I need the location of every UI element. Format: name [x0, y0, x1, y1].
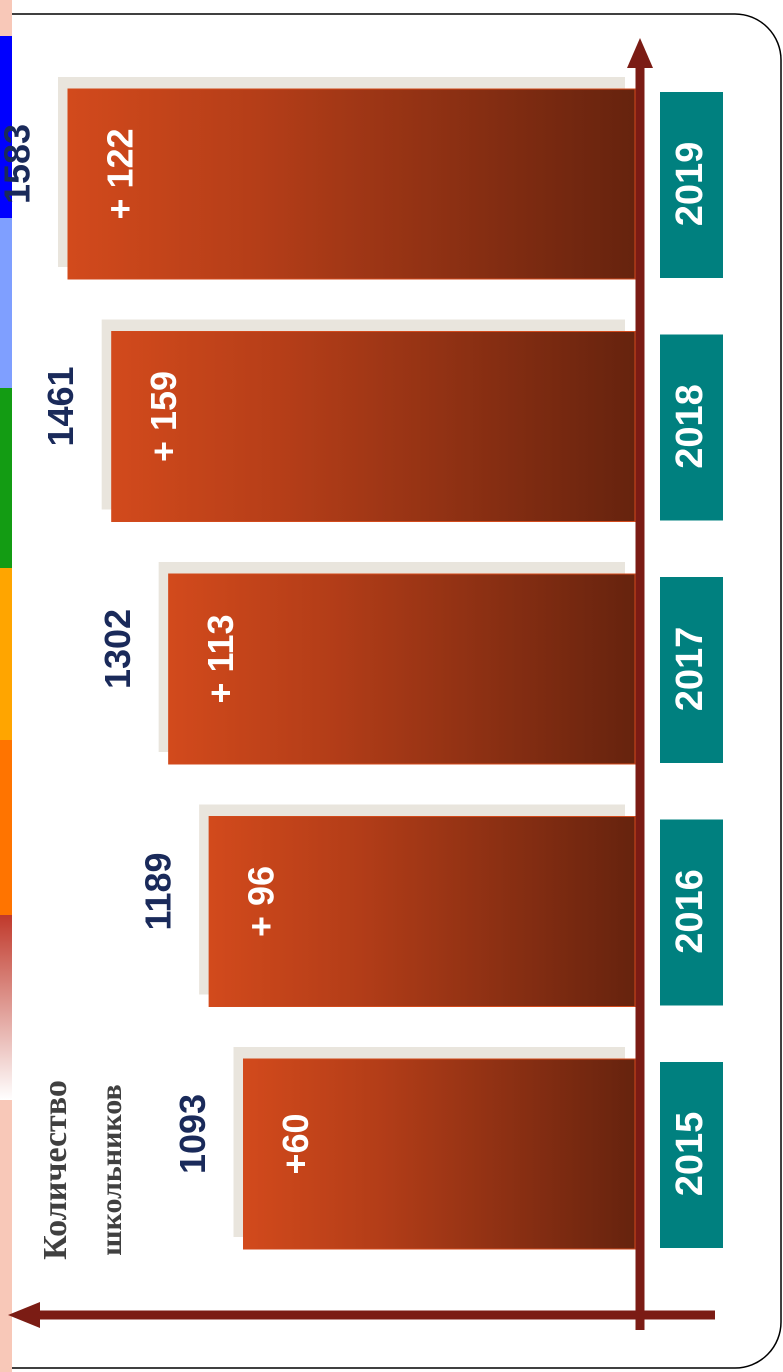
side-strip	[0, 0, 12, 1372]
value-label: 1461	[40, 366, 81, 446]
bar	[208, 816, 636, 1007]
annotation: +60	[275, 1113, 316, 1174]
category-label: 2015	[669, 1112, 711, 1197]
bar	[111, 331, 636, 522]
value-label: 1093	[172, 1094, 213, 1174]
value-label: 1189	[138, 852, 179, 930]
annotation: + 113	[200, 614, 241, 703]
axes	[8, 38, 715, 1330]
category-box	[660, 577, 723, 763]
value-label: 1302	[97, 609, 138, 689]
frame	[12, 13, 782, 1369]
category-label: 2016	[669, 869, 711, 954]
annotation: + 159	[143, 371, 184, 462]
bar	[168, 573, 636, 765]
title-line: Количество	[37, 1080, 74, 1260]
annotation: + 122	[100, 128, 141, 219]
category-label: 2018	[669, 384, 711, 469]
annotation: + 96	[241, 866, 282, 937]
category-label: 2017	[669, 627, 711, 712]
value-label: 1583	[0, 124, 38, 204]
bar	[67, 88, 636, 280]
category-box	[660, 334, 723, 521]
category-box	[660, 819, 723, 1006]
title-line: школьников	[95, 1084, 128, 1255]
category-box	[660, 92, 723, 278]
bar	[243, 1058, 636, 1250]
category-box	[660, 1062, 723, 1248]
category-label: 2019	[669, 142, 711, 227]
plot: 1093 +60 2015 1189 + 96 2016 1302 + 113 2017 1461…	[0, 77, 723, 1250]
